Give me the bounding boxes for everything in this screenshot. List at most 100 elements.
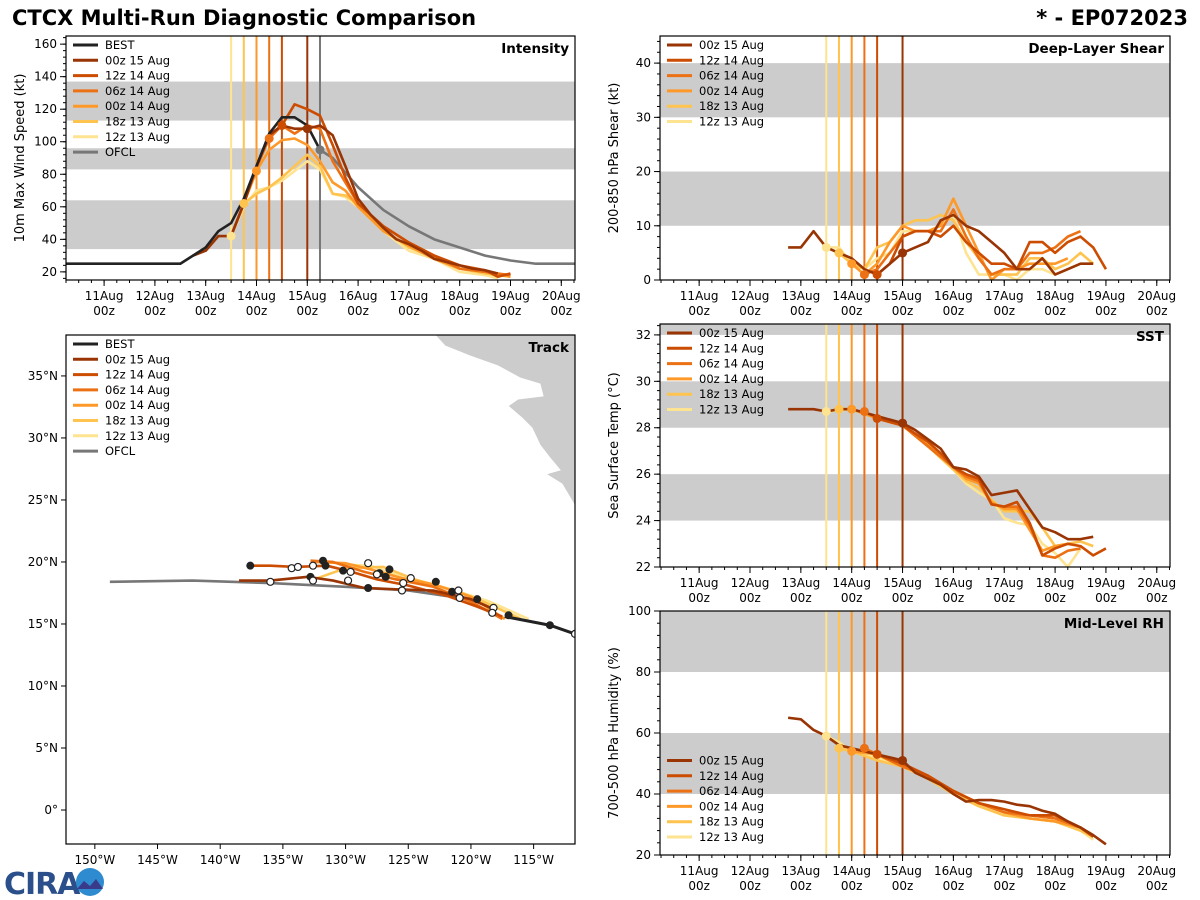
land-mass: [434, 335, 575, 507]
track-point-open: [455, 593, 464, 603]
x-tick-label: 16Aug: [934, 289, 973, 303]
y-tick-label: 35°N: [28, 369, 58, 383]
y-tick-label: 40: [42, 232, 57, 246]
x-tick-sublabel: 00z: [841, 591, 863, 605]
x-tick-label: 20Aug: [1137, 864, 1176, 878]
series-line-00z-15-aug: [192, 124, 499, 275]
legend-label: OFCL: [105, 145, 136, 159]
y-tick-label: 120: [34, 102, 57, 116]
intensity-plot-area: [66, 36, 575, 280]
x-tick-label: 14Aug: [832, 289, 871, 303]
track-point-open: [364, 559, 373, 568]
track-point-open: [570, 629, 575, 639]
track-line-00z-14-aug: [314, 560, 506, 621]
series-line-12z-14-aug: [876, 224, 1108, 276]
series-line-00z-15-aug: [788, 407, 1094, 541]
x-tick-label: 16Aug: [934, 864, 973, 878]
x-tick-label: 20Aug: [1137, 289, 1176, 303]
legend-label: 06z 14 Aug: [105, 84, 170, 98]
x-tick-sublabel: 00z: [1095, 879, 1117, 893]
x-tick-label: 13Aug: [781, 576, 820, 590]
y-axis-label: 10m Max Wind Speed (kt): [13, 74, 28, 243]
shaded-band: [660, 474, 1170, 521]
panel-title: SST: [1136, 329, 1165, 345]
x-tick-sublabel: 00z: [500, 304, 522, 318]
legend-label: 12z 14 Aug: [699, 341, 764, 355]
x-tick-sublabel: 00z: [790, 591, 812, 605]
x-tick-sublabel: 00z: [841, 879, 863, 893]
y-tick-label: 0: [643, 273, 651, 287]
y-tick-label: 30: [636, 110, 651, 124]
x-tick-label: 11Aug: [680, 576, 719, 590]
x-tick-label: 120°W: [451, 853, 492, 867]
track-point-filled: [545, 621, 554, 630]
y-tick-label: 60: [42, 200, 57, 214]
x-tick-sublabel: 00z: [993, 879, 1015, 893]
legend-label: 12z 13 Aug: [105, 429, 170, 443]
legend-label: 12z 14 Aug: [699, 53, 764, 67]
y-tick-label: 10: [636, 219, 651, 233]
init-marker: [834, 743, 844, 753]
legend-label: OFCL: [105, 444, 136, 458]
x-tick-sublabel: 00z: [144, 304, 166, 318]
shaded-band: [660, 63, 1170, 118]
coastline: [504, 404, 557, 471]
x-tick-sublabel: 00z: [1095, 304, 1117, 318]
x-tick-label: 14Aug: [237, 289, 276, 303]
init-marker: [239, 199, 249, 209]
y-tick-label: 5°N: [35, 741, 58, 755]
legend-label: 06z 14 Aug: [699, 784, 764, 798]
y-tick-label: 40: [636, 787, 651, 801]
x-tick-sublabel: 00z: [739, 879, 761, 893]
shaded-band: [660, 733, 1170, 794]
y-tick-label: 20: [636, 165, 651, 179]
init-marker: [847, 404, 857, 414]
init-marker: [859, 743, 869, 753]
x-tick-sublabel: 00z: [246, 304, 268, 318]
x-tick-sublabel: 00z: [297, 304, 319, 318]
track-point-open: [406, 573, 415, 583]
x-tick-sublabel: 00z: [1044, 879, 1066, 893]
init-marker: [821, 731, 831, 741]
x-tick-label: 150°W: [74, 853, 115, 867]
y-tick-label: 32: [636, 328, 651, 342]
shaded-band: [660, 171, 1170, 226]
legend-label: 00z 14 Aug: [105, 99, 170, 113]
track-point-open: [399, 578, 408, 588]
track-point-filled: [431, 577, 440, 586]
x-tick-sublabel: 00z: [993, 304, 1015, 318]
init-marker: [834, 404, 844, 414]
track-point-filled: [321, 561, 330, 570]
init-marker: [898, 418, 908, 428]
track-point-filled: [448, 587, 457, 596]
shear-plot-area: [660, 36, 1170, 280]
track-frame: [65, 334, 576, 845]
x-tick-label: 13Aug: [186, 289, 225, 303]
y-tick-label: 80: [636, 665, 651, 679]
intensity-frame: [65, 35, 576, 281]
y-axis-label: 700-500 hPa Humidity (%): [607, 647, 622, 819]
legend-label: 06z 14 Aug: [105, 383, 170, 397]
init-marker: [302, 124, 312, 134]
init-marker: [859, 270, 869, 280]
x-tick-label: 19Aug: [1087, 864, 1126, 878]
shaded-band: [660, 611, 1170, 672]
x-tick-sublabel: 00z: [739, 591, 761, 605]
x-tick-sublabel: 00z: [688, 591, 710, 605]
init-marker: [898, 755, 908, 765]
x-tick-label: 12Aug: [731, 289, 770, 303]
legend-label: BEST: [105, 38, 135, 52]
legend-label: 00z 14 Aug: [105, 398, 170, 412]
x-tick-sublabel: 00z: [449, 304, 471, 318]
track-point-filled: [246, 561, 255, 570]
x-tick-label: 15Aug: [883, 864, 922, 878]
shaded-band: [660, 381, 1170, 428]
track-point-filled: [364, 584, 373, 593]
x-tick-sublabel: 00z: [1095, 591, 1117, 605]
x-tick-sublabel: 00z: [943, 304, 965, 318]
x-tick-label: 15Aug: [288, 289, 327, 303]
x-tick-sublabel: 00z: [195, 304, 217, 318]
track-point-open: [308, 561, 318, 570]
legend-label: 18z 13 Aug: [699, 99, 764, 113]
y-tick-label: 20: [636, 848, 651, 862]
